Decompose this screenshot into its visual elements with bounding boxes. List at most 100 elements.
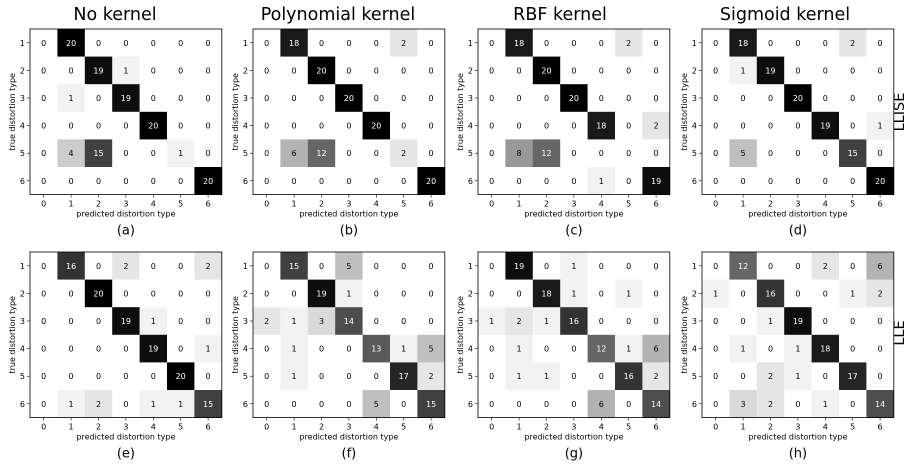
cell-value-label: 0	[489, 372, 494, 381]
heatmap-cell	[784, 56, 812, 85]
heatmap-cell	[642, 29, 671, 57]
heatmap-cell	[811, 56, 840, 85]
x-axis-label: predicted distortion type	[76, 433, 175, 442]
cell-value-label: 20	[176, 372, 186, 381]
x-tick-label: 4	[823, 423, 828, 432]
confusion-matrix-g: 0 19 0 1 0 0 00 0 18 1 0 1 01 2 1 16 0 0 00 1 0 0 12 1 60 1 1 0 0 16 2…	[456, 251, 671, 462]
cell-value-label: 2	[96, 400, 101, 409]
cell-value-label: 18	[738, 39, 748, 48]
heatmap-cell	[532, 307, 561, 336]
cell-value-label: 0	[374, 177, 379, 186]
y-tick-label: 1	[20, 262, 25, 271]
heatmap-cell	[84, 139, 113, 168]
cell-value-label: 0	[41, 372, 46, 381]
column-title-rbf-kernel: RBF kernel	[513, 5, 607, 25]
cell-value-label: 20	[541, 66, 551, 75]
heatmap-cell	[756, 29, 785, 57]
heatmap-cell	[139, 84, 168, 113]
cell-value-label: 0	[544, 39, 549, 48]
heatmap-cell	[839, 29, 867, 57]
confusion-matrix-c: 0 18 0 0 0 2 00 0 20 0 0 0 00 0 0 20 0 0 00 0 0 0 18 0 20 8 12 0 0 0 0…	[456, 28, 671, 239]
x-tick-label: 5	[626, 200, 631, 209]
heatmap-cell	[417, 84, 446, 113]
heatmap-cell	[139, 334, 168, 363]
cell-value-label: 0	[571, 345, 576, 354]
heatmap-cell	[532, 390, 561, 418]
cell-value-label: 5	[429, 345, 434, 354]
cell-value-label: 0	[206, 149, 211, 158]
heatmap-cell	[784, 84, 812, 113]
cell-value-label: 0	[69, 122, 74, 131]
heatmap-cell	[811, 139, 840, 168]
heatmap-cell	[532, 111, 561, 140]
cell-value-label: 0	[178, 345, 183, 354]
x-axis-label: predicted distortion type	[748, 210, 847, 219]
cell-value-label: 0	[178, 94, 183, 103]
heatmap-cell	[839, 84, 867, 113]
x-tick-label: 3	[346, 200, 351, 209]
y-tick-label: 5	[468, 149, 473, 158]
cell-value-label: 0	[429, 122, 434, 131]
cell-value-label: 0	[713, 149, 718, 158]
x-tick-label: 3	[123, 200, 128, 209]
cell-value-label: 0	[544, 122, 549, 131]
cell-value-label: 0	[319, 39, 324, 48]
cell-value-label: 0	[69, 317, 74, 326]
cell-value-label: 0	[517, 122, 522, 131]
y-tick-label: 4	[20, 345, 25, 354]
cell-value-label: 20	[203, 177, 213, 186]
y-tick-label: 3	[20, 317, 25, 326]
x-tick-label: 2	[544, 200, 549, 209]
heatmap-cell	[335, 362, 363, 391]
heatmap-cell	[729, 29, 758, 57]
cell-value-label: 20	[93, 289, 103, 298]
heatmap-cell	[811, 167, 840, 195]
cell-value-label: 0	[768, 345, 773, 354]
y-tick-label: 2	[468, 289, 473, 298]
heatmap-cell	[505, 111, 534, 140]
x-tick-label: 3	[571, 423, 576, 432]
cell-value-label: 0	[795, 289, 800, 298]
heatmap-cell	[642, 390, 671, 418]
cell-value-label: 0	[489, 149, 494, 158]
heatmap-cell	[839, 167, 867, 195]
heatmap-cell	[84, 56, 113, 85]
heatmap-cell	[167, 390, 195, 418]
cell-value-label: 1	[850, 289, 855, 298]
heatmap-cell	[335, 29, 363, 57]
cell-value-label: 0	[374, 289, 379, 298]
heatmap-cell	[478, 390, 506, 418]
cell-value-label: 15	[848, 149, 858, 158]
heatmap-cell	[194, 29, 223, 57]
cell-value-label: 0	[571, 400, 576, 409]
heatmap-cell	[84, 252, 113, 280]
cell-value-label: 12	[541, 149, 551, 158]
cell-value-label: 0	[429, 94, 434, 103]
y-tick-label: 6	[692, 400, 697, 409]
cell-value-label: 1	[517, 345, 522, 354]
y-tick-label: 3	[692, 317, 697, 326]
cell-value-label: 19	[121, 94, 131, 103]
heatmap-cell	[307, 56, 336, 85]
cell-value-label: 0	[264, 177, 269, 186]
cell-value-label: 19	[820, 122, 830, 131]
heatmap-cell	[560, 390, 588, 418]
cell-value-label: 1	[206, 345, 211, 354]
heatmap-cell	[756, 84, 785, 113]
y-tick-label: 1	[243, 39, 248, 48]
cell-value-label: 0	[96, 372, 101, 381]
cell-value-label: 0	[151, 66, 156, 75]
cell-value-label: 2	[878, 289, 883, 298]
heatmap-cell	[253, 29, 281, 57]
heatmap-cell	[505, 84, 534, 113]
heatmap-cell	[307, 111, 336, 140]
cell-value-label: 0	[346, 177, 351, 186]
heatmap-cell	[84, 334, 113, 363]
heatmap-cell	[307, 279, 336, 308]
cell-value-label: 6	[878, 262, 883, 271]
cell-value-label: 4	[69, 149, 74, 158]
heatmap-cell	[362, 167, 391, 195]
cell-value-label: 0	[401, 66, 406, 75]
heatmap-cell	[280, 334, 309, 363]
cell-value-label: 0	[264, 345, 269, 354]
